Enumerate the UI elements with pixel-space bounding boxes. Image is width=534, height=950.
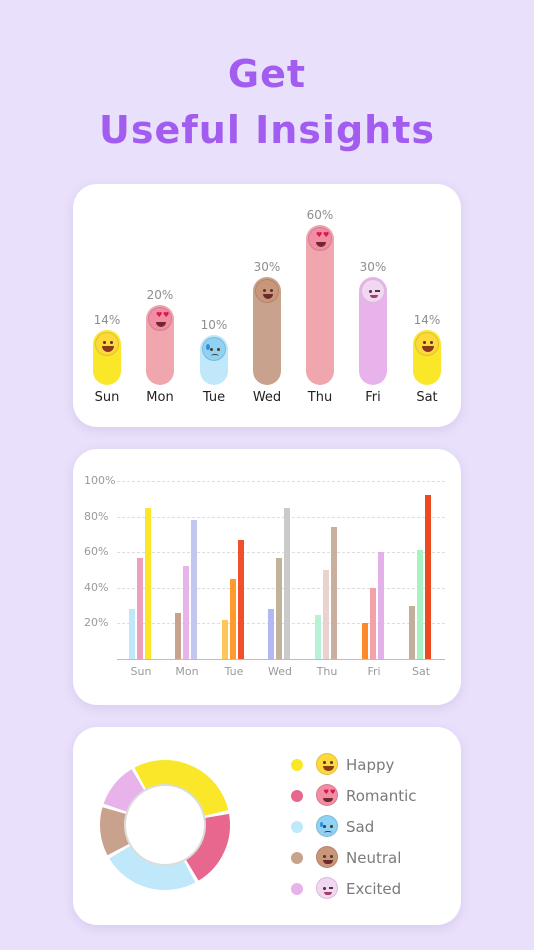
bar-mon-2 (183, 566, 189, 659)
heart-eyes-face-icon: ♥ ♥ (308, 227, 332, 251)
bar-mon-1 (175, 612, 181, 659)
mood-percent-tue: 10% (200, 318, 228, 332)
bar-fri-1 (362, 623, 368, 659)
bar-thu-3 (331, 527, 337, 659)
day-label-wed: Wed (252, 390, 282, 405)
y-tick-label: 20% (84, 616, 109, 630)
bar-fri-2 (370, 587, 376, 659)
daily-mood-card: 14% Sun ♥ ♥ 20% Mon 10% Tue 30% Wed ♥ ♥ 60% Thu 30% Fri… (73, 184, 461, 427)
legend-label: Happy (346, 756, 395, 774)
legend-color-dot (291, 852, 303, 864)
bar-wed-2 (276, 557, 282, 659)
x-tick-label: Sat (411, 665, 431, 678)
mood-percent-sat: 14% (413, 313, 441, 327)
legend-color-dot (291, 759, 303, 771)
bar-sun-2 (137, 557, 143, 659)
x-tick-label: Tue (224, 665, 244, 678)
neutral-face-icon (255, 279, 279, 303)
bar-sat-2 (417, 550, 423, 659)
heart-eyes-face-icon: ♥ ♥ (148, 307, 172, 331)
neutral-face-icon (316, 846, 338, 868)
happy-face-icon (316, 753, 338, 775)
day-label-mon: Mon (146, 390, 174, 405)
bar-tue-1 (222, 619, 228, 659)
bar-thu-1 (315, 614, 321, 659)
x-tick-label: Wed (268, 665, 292, 678)
y-tick-label: 40% (84, 580, 109, 594)
winking-face-icon (316, 877, 338, 899)
mood-pill-tue (200, 335, 228, 385)
day-label-sat: Sat (416, 390, 438, 405)
happy-face-icon (95, 332, 119, 356)
happy-face-icon (415, 332, 439, 356)
weekly-bar-chart-card: 100% 80% 60% 40% 20% Sun Mon Tue Wed Thu Fri Sat (73, 449, 461, 705)
mood-distribution-card: Happy ♥ ♥ Romantic Sad Neutral Excited (73, 727, 461, 925)
bar-sun-3 (145, 507, 151, 659)
sad-face-icon (202, 337, 226, 361)
bar-tue-2 (230, 578, 236, 659)
gridline (117, 552, 445, 554)
winking-face-icon (361, 279, 385, 303)
legend-label: Neutral (346, 849, 402, 867)
y-tick-label: 60% (84, 545, 109, 559)
x-tick-label: Sun (130, 665, 152, 678)
bar-fri-3 (378, 552, 384, 659)
mood-pill-thu: ♥ ♥ (306, 225, 334, 385)
mood-pill-sun (93, 330, 121, 385)
mood-pill-fri (359, 277, 387, 385)
donut-chart (100, 760, 230, 891)
bar-sat-3 (425, 495, 431, 659)
gridline (117, 516, 445, 518)
mood-percent-mon: 20% (146, 288, 174, 302)
day-label-fri: Fri (365, 390, 381, 405)
legend-label: Sad (346, 818, 375, 836)
title-line-2: Useful Insights (99, 108, 435, 152)
title-line-1: Get (227, 52, 307, 96)
mood-pill-sat (413, 330, 441, 385)
sad-face-icon (316, 815, 338, 837)
legend-color-dot (291, 821, 303, 833)
x-axis-line (117, 659, 445, 660)
donut-slice-happy (100, 760, 230, 891)
x-tick-label: Thu (316, 665, 338, 678)
mood-percent-wed: 30% (253, 260, 281, 274)
mood-percent-fri: 30% (359, 260, 387, 274)
donut-hole (124, 784, 206, 866)
day-label-sun: Sun (94, 390, 120, 405)
day-label-tue: Tue (202, 390, 226, 405)
gridline (117, 481, 445, 482)
legend-color-dot (291, 790, 303, 802)
bar-thu-2 (323, 570, 329, 659)
mood-percent-thu: 60% (306, 208, 334, 222)
x-tick-label: Fri (367, 665, 381, 678)
bar-wed-3 (284, 507, 290, 659)
bar-sun-1 (129, 609, 135, 659)
bar-tue-3 (238, 539, 244, 659)
mood-percent-sun: 14% (93, 313, 121, 327)
bar-chart: 100% 80% 60% 40% 20% Sun Mon Tue Wed Thu Fri Sat (73, 449, 461, 705)
legend-label: Romantic (346, 787, 417, 805)
legend-color-dot (291, 883, 303, 895)
bar-mon-3 (191, 520, 197, 659)
y-tick-label: 80% (84, 509, 109, 523)
bar-wed-1 (268, 609, 274, 659)
bar-sat-1 (409, 605, 415, 659)
x-tick-label: Mon (175, 665, 199, 678)
legend-label: Excited (346, 880, 402, 898)
mood-pill-wed (253, 277, 281, 385)
mood-pill-mon: ♥ ♥ (146, 305, 174, 385)
heart-eyes-face-icon: ♥ ♥ (316, 784, 338, 806)
y-tick-label: 100% (84, 474, 116, 487)
day-label-thu: Thu (307, 390, 333, 405)
